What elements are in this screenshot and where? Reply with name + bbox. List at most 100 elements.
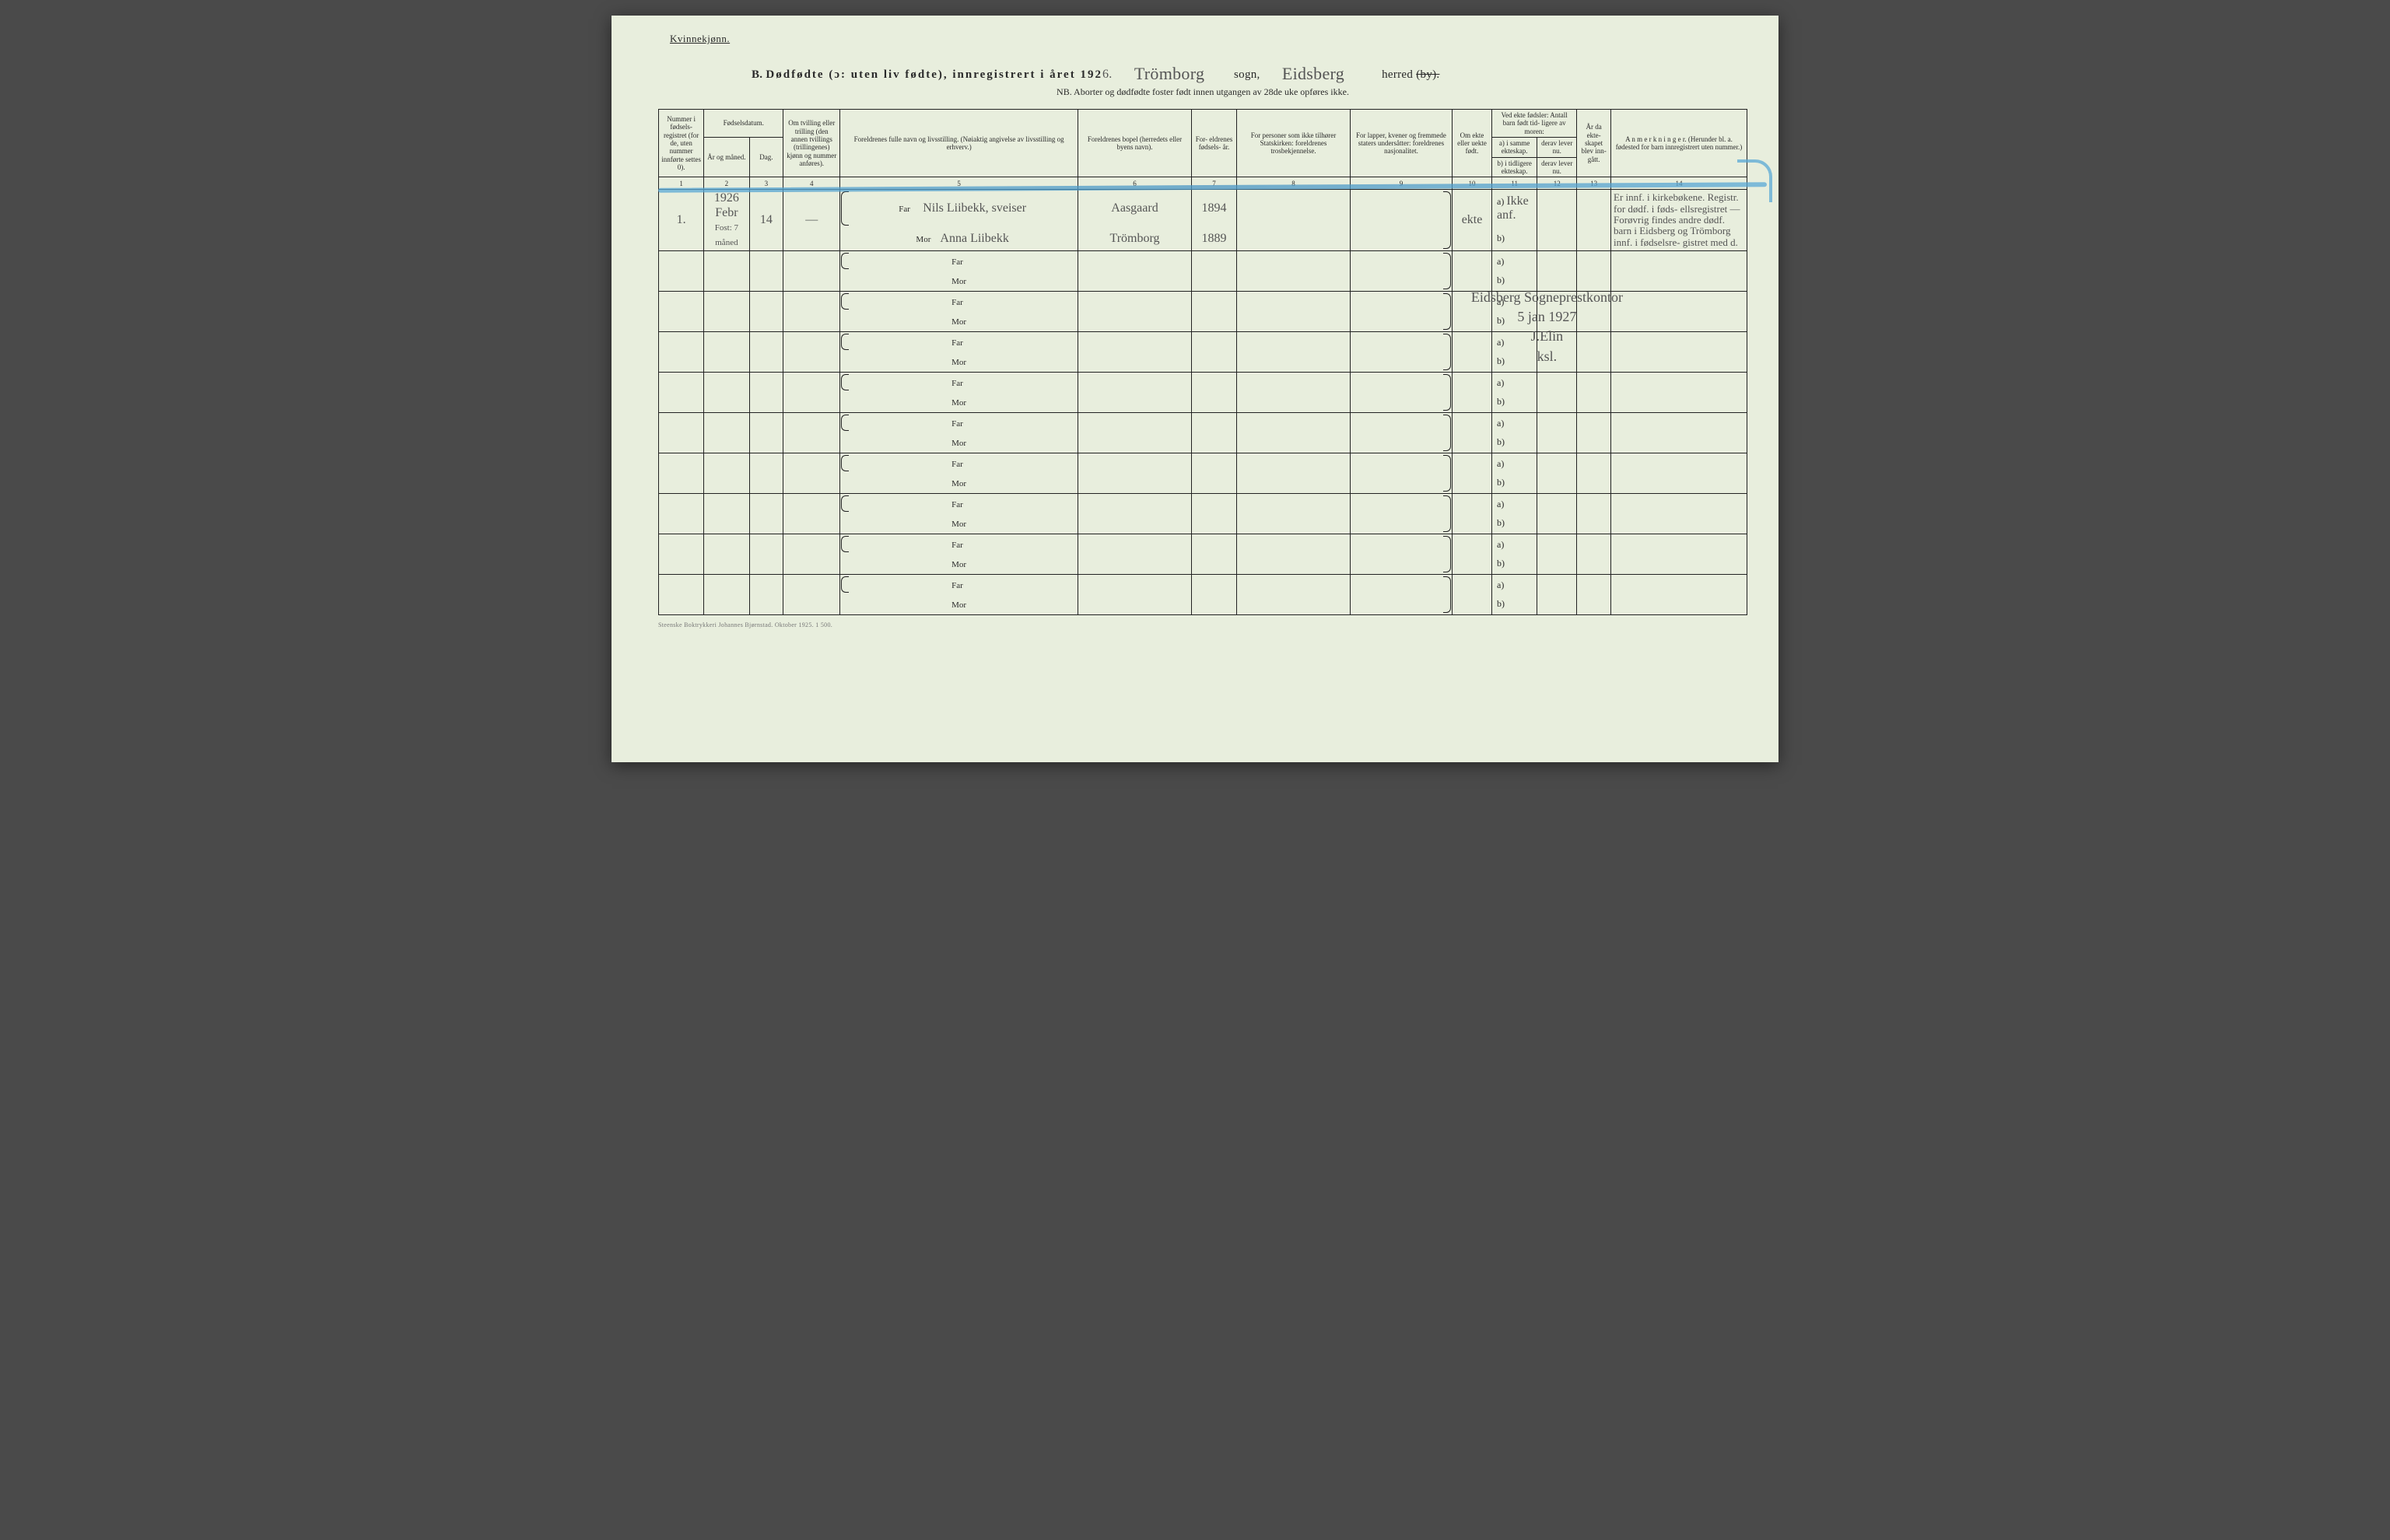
cell-nationality <box>1350 291 1452 331</box>
cell-mor-name: Mor <box>840 513 1078 534</box>
cell-far-year <box>1191 453 1236 473</box>
cell-number <box>659 574 704 614</box>
table-row: Far a) <box>659 574 1747 594</box>
cell-mor-year <box>1191 271 1236 291</box>
col-header-2-top: Fødselsdatum. <box>704 110 783 138</box>
by-strikethrough: (by). <box>1416 68 1439 81</box>
cell-year-married <box>1577 372 1611 412</box>
cell-mor-place <box>1078 513 1192 534</box>
herred-label: herred <box>1382 68 1413 81</box>
cell-mor-name: Mor Anna Liibekk <box>840 227 1078 250</box>
cell-ekte: ekte <box>1453 190 1492 251</box>
cell-number <box>659 412 704 453</box>
cell-mor-name: Mor <box>840 554 1078 574</box>
cell-number <box>659 493 704 534</box>
cell-12a <box>1537 190 1577 227</box>
cell-twin <box>783 331 840 372</box>
cell-religion <box>1237 372 1351 412</box>
cell-far-year <box>1191 412 1236 432</box>
cell-year-married <box>1577 453 1611 493</box>
cell-day <box>749 574 783 614</box>
cell-day <box>749 372 783 412</box>
cell-religion <box>1237 574 1351 614</box>
cell-number: 1. <box>659 190 704 251</box>
col-header-8: For personer som ikke tilhører Statskirk… <box>1237 110 1351 177</box>
cell-far-name: Far <box>840 412 1078 432</box>
cell-twin <box>783 250 840 291</box>
cell-day: 14 <box>749 190 783 251</box>
cell-far-place <box>1078 534 1192 554</box>
table-row: Far a) <box>659 534 1747 554</box>
cell-far-place <box>1078 331 1192 352</box>
cell-year-married <box>1577 493 1611 534</box>
col-header-7: For- eldrenes fødsels- år. <box>1191 110 1236 177</box>
cell-religion <box>1237 534 1351 574</box>
cell-11a: a) <box>1492 453 1537 473</box>
cell-day <box>749 453 783 493</box>
col-header-11a: a) i samme ekteskap. <box>1492 138 1537 158</box>
cell-11b: b) <box>1492 473 1537 493</box>
cell-twin <box>783 493 840 534</box>
title-main: Dødfødte (ɔ: uten liv fødte), innregistr… <box>766 68 1102 81</box>
cell-year-married <box>1577 291 1611 331</box>
col-header-9: For lapper, kvener og fremmede staters u… <box>1350 110 1452 177</box>
col-header-12a: derav lever nu. <box>1537 138 1577 158</box>
cell-remarks <box>1611 291 1747 331</box>
cell-remarks: Er innf. i kirkebøkene. Registr. for død… <box>1611 190 1747 251</box>
herred-value: Eidsberg <box>1276 64 1369 85</box>
cell-nationality <box>1350 331 1452 372</box>
cell-number <box>659 250 704 291</box>
table-row: Far a) <box>659 250 1747 271</box>
cell-religion <box>1237 291 1351 331</box>
colnum: 7 <box>1191 177 1236 190</box>
cell-far-name: Far <box>840 331 1078 352</box>
cell-nationality <box>1350 190 1452 251</box>
cell-far-year <box>1191 331 1236 352</box>
cell-mor-year <box>1191 311 1236 331</box>
cell-number <box>659 372 704 412</box>
cell-ekte <box>1453 291 1492 331</box>
col-header-5: Foreldrenes fulle navn og livsstilling. … <box>840 110 1078 177</box>
cell-twin <box>783 412 840 453</box>
cell-mor-name: Mor <box>840 352 1078 372</box>
col-header-14: A n m e r k n i n g e r. (Herunder bl. a… <box>1611 110 1747 177</box>
cell-11a: a) Ikke anf. <box>1492 190 1537 227</box>
cell-far-name: Far <box>840 493 1078 513</box>
printer-footer: Steenske Boktrykkeri Johannes Bjørnstad.… <box>658 621 1747 628</box>
cell-ekte <box>1453 331 1492 372</box>
cell-date <box>704 493 749 534</box>
cell-11b: b) <box>1492 554 1537 574</box>
cell-date <box>704 372 749 412</box>
cell-day <box>749 331 783 372</box>
cell-mor-year <box>1191 513 1236 534</box>
colnum: 4 <box>783 177 840 190</box>
cell-year-married <box>1577 331 1611 372</box>
cell-11b: b) <box>1492 352 1537 372</box>
document-page: Kvinnekjønn. B. Dødfødte (ɔ: uten liv fø… <box>612 16 1778 762</box>
cell-12b <box>1537 392 1577 412</box>
cell-11b: b) <box>1492 227 1537 250</box>
cell-twin <box>783 291 840 331</box>
cell-year-married <box>1577 412 1611 453</box>
cell-11a: a) <box>1492 534 1537 554</box>
colnum: 13 <box>1577 177 1611 190</box>
cell-religion <box>1237 453 1351 493</box>
cell-11b: b) <box>1492 392 1537 412</box>
cell-mor-place <box>1078 392 1192 412</box>
table-row: Far a) <box>659 291 1747 311</box>
cell-twin: — <box>783 190 840 251</box>
cell-12a <box>1537 493 1577 513</box>
cell-far-place: Aasgaard <box>1078 190 1192 227</box>
cell-mor-place: Trömborg <box>1078 227 1192 250</box>
cell-mor-place <box>1078 594 1192 614</box>
cell-year-married <box>1577 190 1611 251</box>
sogn-value: Trömborg <box>1128 64 1221 85</box>
cell-12a <box>1537 291 1577 311</box>
col-header-11-top: Ved ekte fødsler: Antall barn født tid- … <box>1492 110 1577 138</box>
cell-nationality <box>1350 250 1452 291</box>
cell-far-name: Far Nils Liibekk, sveiser <box>840 190 1078 227</box>
cell-11a: a) <box>1492 412 1537 432</box>
colnum: 14 <box>1611 177 1747 190</box>
cell-day <box>749 412 783 453</box>
cell-day <box>749 250 783 291</box>
